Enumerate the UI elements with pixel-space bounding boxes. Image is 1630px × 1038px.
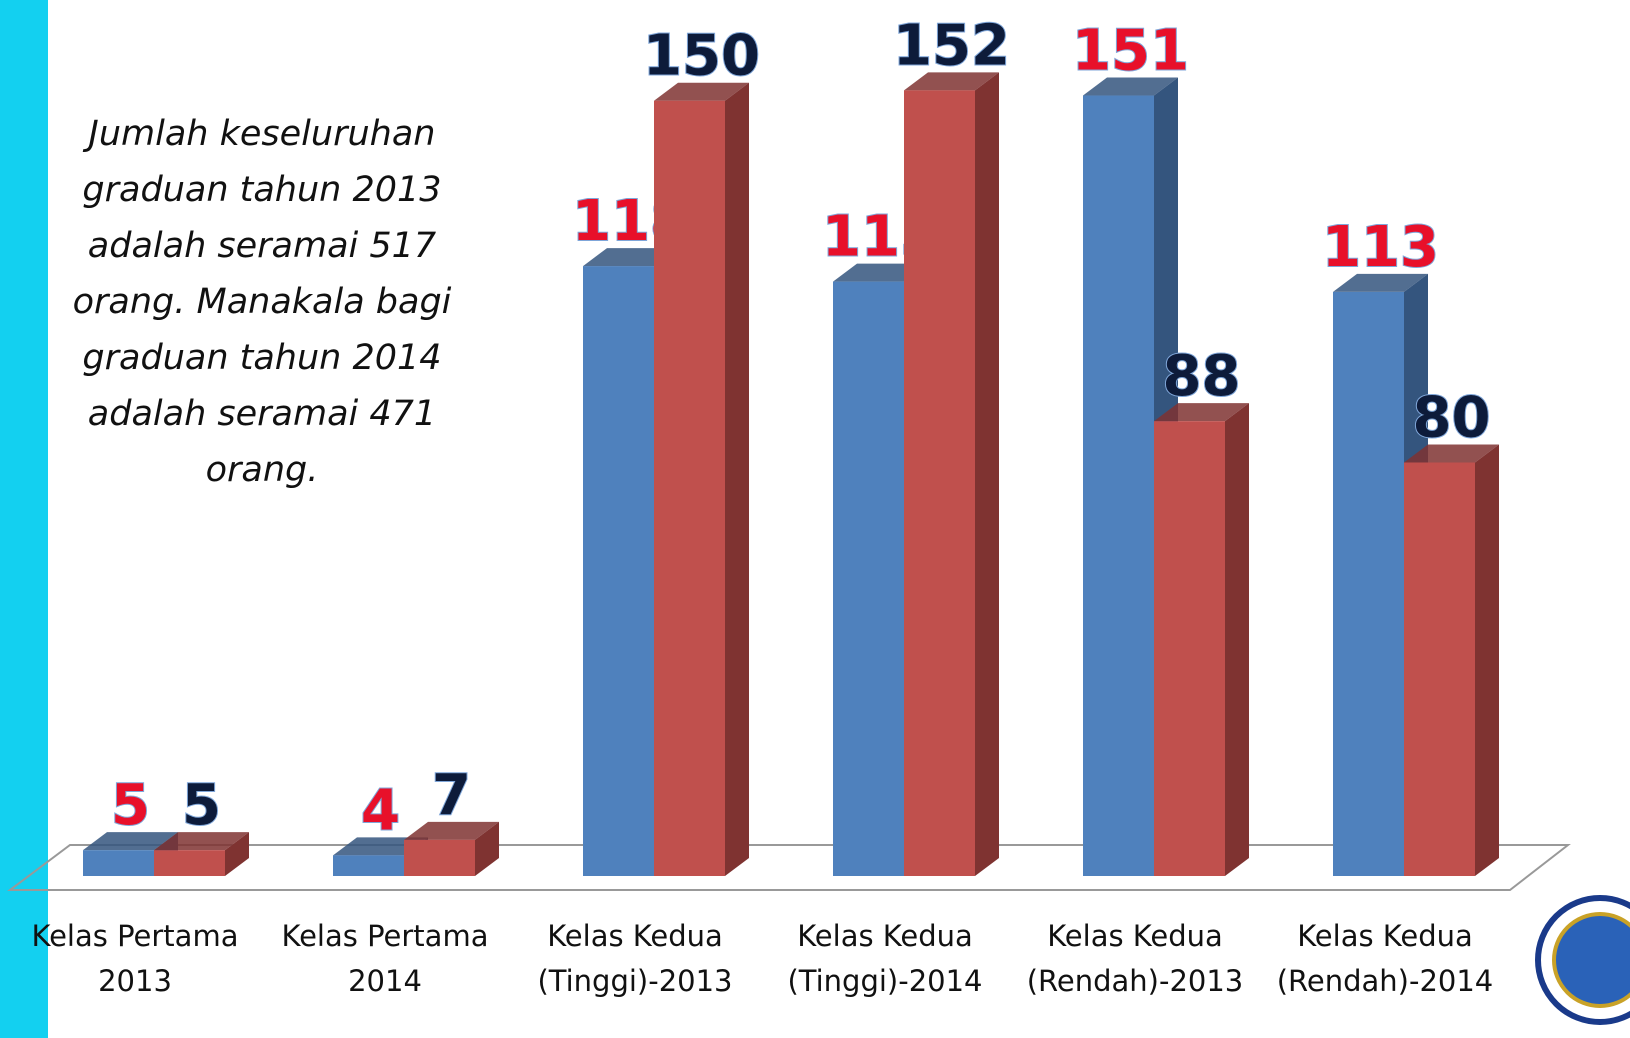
bar	[154, 832, 249, 876]
data-label: 5	[182, 773, 221, 838]
data-label: 151	[1072, 19, 1189, 84]
bar	[654, 82, 749, 876]
bar	[1154, 403, 1249, 876]
bar-side	[1225, 403, 1249, 876]
x-tick-label: Kelas Kedua (Rendah)-2014	[1276, 919, 1494, 998]
bar-front	[83, 850, 154, 876]
bar-front	[1154, 421, 1225, 876]
bar	[904, 72, 999, 877]
bar-top	[1083, 77, 1178, 96]
floor	[7, 844, 1571, 891]
bar-front	[654, 100, 725, 876]
x-tick-label: Kelas Kedua (Tinggi)-2014	[787, 919, 983, 998]
logo	[1535, 895, 1630, 1025]
x-tick-label: Kelas Pertama 2013	[31, 919, 239, 998]
bar	[1404, 444, 1499, 876]
x-tick-label: Kelas Kedua (Tinggi)-2013	[537, 919, 733, 998]
data-label: 152	[893, 13, 1010, 78]
bar-front	[404, 839, 475, 876]
bar-top	[83, 832, 178, 851]
side-stripe	[0, 0, 48, 1038]
bar-front	[1404, 462, 1475, 876]
bar-front	[1083, 95, 1154, 877]
data-label: 113	[1322, 215, 1439, 280]
bar-side	[225, 832, 249, 876]
annotation: Jumlah keseluruhan graduan tahun 2013 ad…	[72, 114, 452, 490]
bar-top	[1404, 444, 1499, 463]
data-label: 150	[643, 24, 760, 89]
bar	[404, 821, 499, 876]
bar-top	[654, 82, 749, 101]
data-label: 88	[1163, 344, 1241, 409]
x-tick-label: Kelas Pertama 2014	[281, 919, 489, 998]
data-label: 4	[361, 778, 400, 843]
bar-side	[1475, 444, 1499, 876]
bar-top	[904, 72, 999, 91]
bar-front	[333, 855, 404, 876]
bar-top	[404, 821, 499, 840]
bar-top	[1333, 273, 1428, 292]
bar-front	[904, 90, 975, 877]
bar-top	[1154, 403, 1249, 422]
data-label: 5	[111, 773, 150, 838]
bar-front	[1333, 291, 1404, 876]
bar-front	[154, 850, 225, 876]
bar-front	[833, 281, 904, 876]
bar-side	[475, 821, 499, 876]
bar-side	[975, 72, 999, 877]
bar-top	[154, 832, 249, 851]
bar-front	[583, 266, 654, 876]
data-label: 80	[1413, 386, 1491, 451]
data-label: 7	[432, 763, 471, 828]
bar-side	[725, 82, 749, 876]
x-tick-label: Kelas Kedua (Rendah)-2013	[1026, 919, 1244, 998]
